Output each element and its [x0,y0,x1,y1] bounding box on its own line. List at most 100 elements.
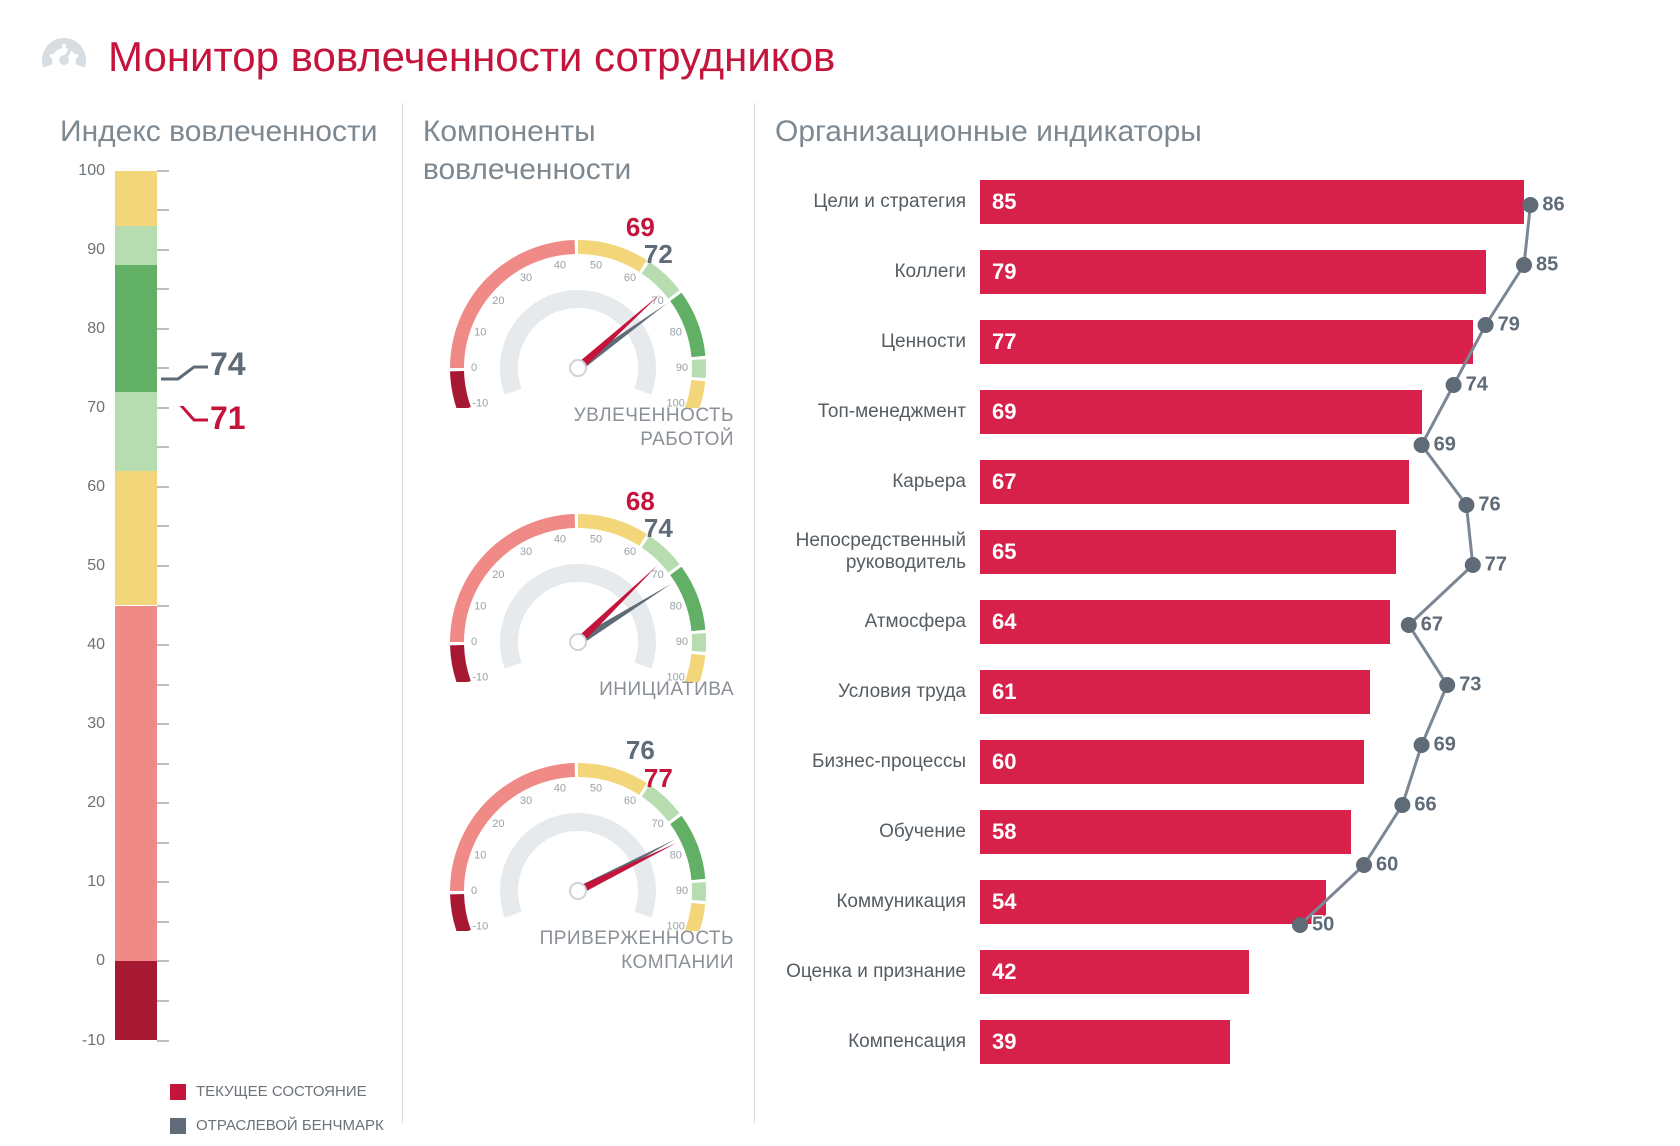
bar-label: Цели и стратегия [775,191,980,213]
org-indicators-column: Организационные индикаторы Цели и страте… [754,103,1640,1123]
svg-text:80: 80 [670,600,682,612]
gauge-icon [40,30,88,83]
bar-fill: 65 [980,530,1396,574]
components-heading: Компоненты вовлеченности [423,113,734,188]
bar-label: Карьера [775,471,980,493]
page-title: Монитор вовлеченности сотрудников [108,33,835,81]
bar-row: Коммуникация54 [775,875,1620,929]
bar-fill: 77 [980,320,1473,364]
svg-text:50: 50 [590,783,602,795]
svg-text:20: 20 [493,569,505,581]
svg-text:100: 100 [667,397,685,408]
svg-text:80: 80 [670,326,682,338]
svg-text:100: 100 [667,671,685,682]
svg-text:10: 10 [475,326,487,338]
bar-label: Атмосфера [775,611,980,633]
bar-fill: 39 [980,1020,1230,1064]
bar-row: Атмосфера64 [775,595,1620,649]
org-heading: Организационные индикаторы [775,113,1620,151]
bar-row: Оценка и признание42 [775,945,1620,999]
benchmark-value: 74 [1466,373,1488,396]
bar-row: Обучение58 [775,805,1620,859]
bar-row: Ценности77 [775,315,1620,369]
bar-fill: 64 [980,600,1390,644]
benchmark-value: 76 [1478,493,1500,516]
bar-fill: 67 [980,460,1409,504]
bar-label: Коммуникация [775,891,980,913]
svg-text:20: 20 [493,295,505,307]
svg-text:-10: -10 [473,921,489,932]
bar-fill: 61 [980,670,1370,714]
legend-benchmark: ОТРАСЛЕВОЙ БЕНЧМАРК [170,1116,384,1136]
bar-label: Компенсация [775,1031,980,1053]
svg-text:30: 30 [520,795,532,807]
svg-text:40: 40 [554,783,566,795]
svg-text:10: 10 [475,850,487,862]
svg-text:40: 40 [554,533,566,545]
svg-text:-10: -10 [473,397,489,408]
svg-text:100: 100 [667,921,685,932]
svg-text:60: 60 [624,795,636,807]
benchmark-value: 85 [1536,253,1558,276]
legend-benchmark-label: ОТРАСЛЕВОЙ БЕНЧМАРК [196,1116,384,1136]
gauge-label: УВЛЕЧЕННОСТЬРАБОТОЙ [423,404,734,452]
svg-text:60: 60 [624,272,636,284]
benchmark-value: 73 [1459,673,1481,696]
bar-row: Условия труда61 [775,665,1620,719]
svg-text:20: 20 [493,818,505,830]
svg-text:70: 70 [652,569,664,581]
bar-label: Топ-менеджмент [775,401,980,423]
bar-row: Компенсация39 [775,1015,1620,1069]
index-heading: Индекс вовлеченности [60,113,382,151]
page-header: Монитор вовлеченности сотрудников [40,30,1640,83]
benchmark-value: 69 [1434,733,1456,756]
org-bars-chart: Цели и стратегия85Коллеги79Ценности77Топ… [775,175,1620,1095]
engagement-index-scale: -100102030405060708090100 7471 [60,171,382,1041]
benchmark-value: 77 [1485,553,1507,576]
svg-text:90: 90 [676,362,688,374]
benchmark-value: 69 [1434,433,1456,456]
legend-current-label: ТЕКУЩЕЕ СОСТОЯНИЕ [196,1082,367,1102]
benchmark-value: 86 [1542,193,1564,216]
index-column: Индекс вовлеченности -100102030405060708… [40,103,402,1123]
svg-text:0: 0 [471,362,477,374]
gauge: -100102030405060708090100 68 74 ИНИЦИАТИ… [423,482,734,702]
bar-fill: 85 [980,180,1524,224]
index-callout: 71 [160,400,246,437]
svg-text:40: 40 [554,259,566,271]
svg-text:0: 0 [471,635,477,647]
gauge: -100102030405060708090100 76 77 ПРИВЕРЖЕ… [423,731,734,975]
components-column: Компоненты вовлеченности -10 0 10 20 30 40 50 6… [402,103,754,1123]
svg-text:60: 60 [624,545,636,557]
svg-text:0: 0 [471,885,477,897]
bar-label: Условия труда [775,681,980,703]
bar-fill: 79 [980,250,1486,294]
index-callout: 74 [160,346,246,383]
bar-fill: 69 [980,390,1422,434]
bar-label: Непосредственный руководитель [775,530,980,574]
bar-row: Цели и стратегия85 [775,175,1620,229]
svg-text:50: 50 [590,259,602,271]
svg-text:-10: -10 [473,671,489,682]
bar-fill: 58 [980,810,1351,854]
legend: ТЕКУЩЕЕ СОСТОЯНИЕ ОТРАСЛЕВОЙ БЕНЧМАРК [170,1068,384,1137]
svg-text:50: 50 [590,533,602,545]
benchmark-value: 60 [1376,853,1398,876]
svg-text:80: 80 [670,850,682,862]
bar-row: Топ-менеджмент69 [775,385,1620,439]
bar-fill: 60 [980,740,1364,784]
bar-fill: 54 [980,880,1326,924]
svg-text:90: 90 [676,635,688,647]
svg-text:70: 70 [652,295,664,307]
svg-text:70: 70 [652,818,664,830]
svg-text:30: 30 [520,272,532,284]
legend-current: ТЕКУЩЕЕ СОСТОЯНИЕ [170,1082,384,1102]
bar-label: Обучение [775,821,980,843]
benchmark-value: 79 [1498,313,1520,336]
bar-label: Оценка и признание [775,961,980,983]
svg-text:30: 30 [520,545,532,557]
gauge: -100102030405060708090100 69 72 УВЛЕЧЕНН… [423,208,734,452]
svg-text:90: 90 [676,885,688,897]
svg-text:10: 10 [475,600,487,612]
benchmark-value: 50 [1312,913,1334,936]
